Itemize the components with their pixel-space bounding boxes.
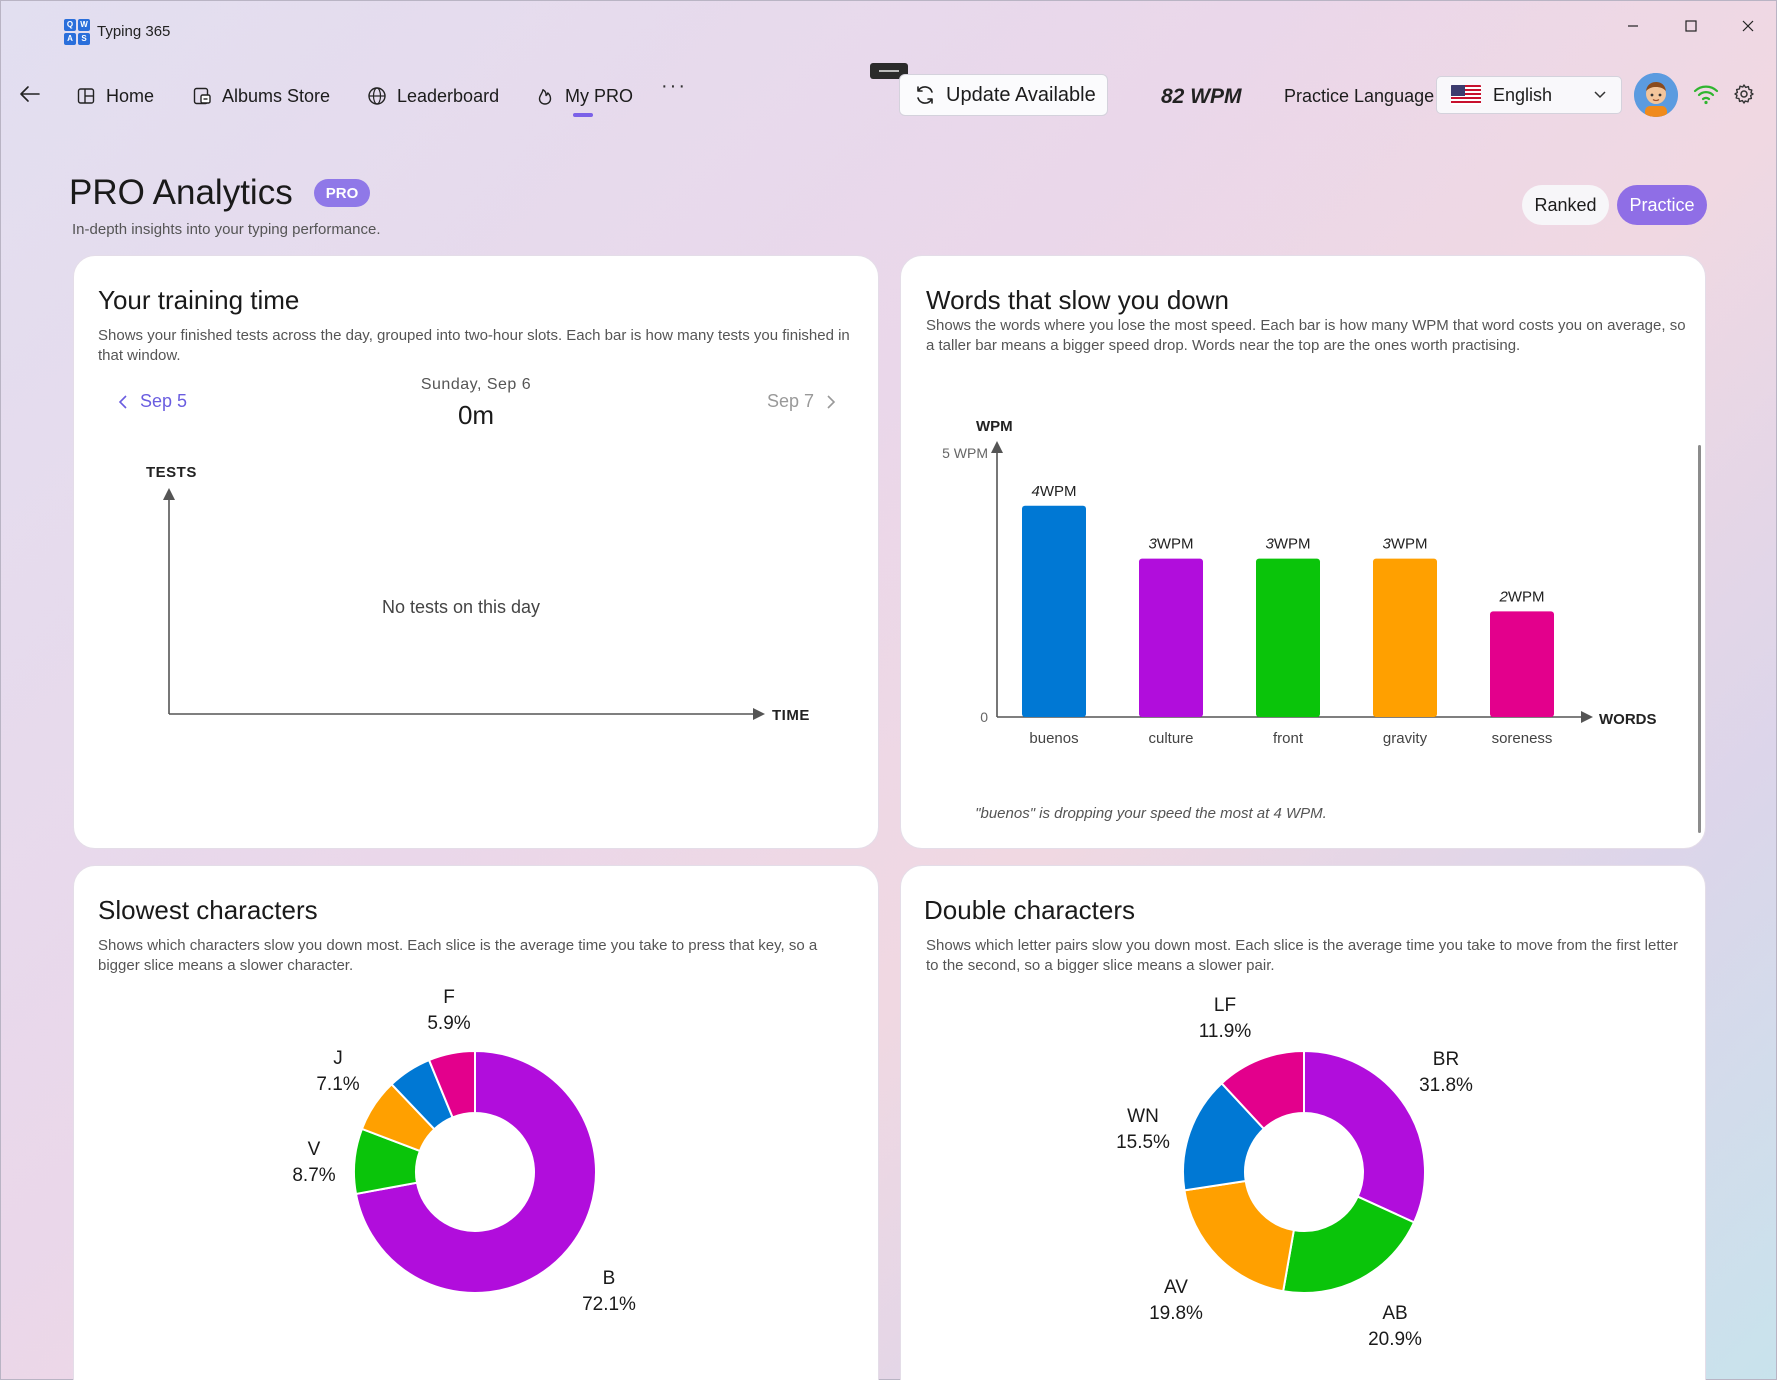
update-available-button[interactable]: Update Available (899, 74, 1108, 116)
training-y-label: TESTS (146, 464, 197, 481)
nav-my-pro-label: My PRO (565, 85, 634, 106)
maximize-button[interactable] (1671, 11, 1711, 41)
app-logo-icon: Q W A S (64, 19, 90, 45)
double-characters-title: Double characters (924, 895, 1135, 925)
nav-active-indicator (573, 113, 593, 117)
albums-icon (193, 87, 211, 105)
wifi-icon[interactable] (1693, 83, 1719, 105)
training-time-value: 0m (457, 400, 495, 430)
training-time-card (73, 255, 879, 849)
training-x-label: TIME (772, 707, 810, 724)
next-day-label: Sep 7 (767, 391, 815, 411)
training-time-description: Shows your finished tests across the day… (98, 327, 850, 364)
nav-leaderboard[interactable]: Leaderboard (367, 79, 499, 113)
page-subtitle: In-depth insights into your typing perfo… (72, 221, 381, 238)
nav-home-label: Home (106, 85, 155, 106)
logo-letter: W (78, 19, 90, 31)
globe-icon (368, 87, 386, 105)
app-title: Typing 365 (97, 23, 171, 40)
logo-letter: Q (64, 19, 76, 31)
practice-language-label: Practice Language (1284, 86, 1435, 106)
previous-day-label: Sep 5 (140, 391, 188, 411)
back-button[interactable] (13, 77, 47, 111)
wpm-display: 82 WPM (1161, 85, 1242, 108)
close-icon (1742, 20, 1754, 32)
nav-albums-label: Albums Store (222, 85, 331, 106)
nav-leaderboard-label: Leaderboard (397, 85, 500, 106)
nav-bar: Home Albums Store Leaderboard My PRO ··· (1, 67, 1776, 127)
title-bar: Q W A S Typing 365 (1, 1, 1776, 57)
home-icon (77, 88, 95, 104)
slowest-characters-title: Slowest characters (98, 895, 318, 925)
minimize-icon (1628, 25, 1638, 27)
chevron-right-icon (827, 394, 836, 409)
nav-my-pro[interactable]: My PRO (535, 79, 633, 113)
close-button[interactable] (1728, 11, 1768, 41)
logo-letter: A (64, 33, 76, 45)
maximize-icon (1685, 20, 1697, 32)
drag-handle[interactable] (870, 63, 908, 79)
user-avatar-icon (1634, 73, 1678, 117)
avatar[interactable] (1634, 73, 1678, 117)
us-flag-icon (1451, 85, 1481, 105)
ranked-toggle[interactable]: Ranked (1522, 185, 1609, 225)
slow-words-description: Shows the words where you lose the most … (926, 317, 1686, 354)
flame-icon (538, 89, 552, 105)
update-label: Update Available (946, 83, 1096, 106)
previous-day-button[interactable]: Sep 5 (118, 391, 187, 412)
chevron-down-icon (1594, 91, 1606, 99)
slow-words-insight: "buenos" is dropping your speed the most… (975, 805, 1327, 822)
gear-icon[interactable] (1733, 83, 1755, 105)
arrow-left-icon (20, 86, 40, 102)
training-time-title: Your training time (98, 285, 300, 315)
empty-state-message: No tests on this day (381, 597, 541, 617)
slowest-characters-description: Shows which characters slow you down mos… (98, 937, 818, 974)
language-value: English (1493, 84, 1553, 105)
more-button[interactable]: ··· (661, 75, 687, 97)
refresh-icon (917, 86, 933, 104)
pro-badge: PRO (314, 179, 370, 207)
slow-words-title: Words that slow you down (926, 285, 1229, 315)
language-dropdown[interactable]: English (1436, 76, 1622, 114)
nav-albums-store[interactable]: Albums Store (192, 79, 330, 113)
next-day-button[interactable]: Sep 7 (767, 391, 836, 412)
double-characters-description: Shows which letter pairs slow you down m… (926, 937, 1678, 974)
minimize-button[interactable] (1613, 11, 1653, 41)
logo-letter: S (78, 33, 90, 45)
nav-home[interactable]: Home (76, 79, 154, 113)
page-title: PRO Analytics (69, 173, 293, 212)
chevron-left-icon (118, 394, 127, 409)
current-date-label: Sunday, Sep 6 (420, 376, 532, 393)
card-scrollbar[interactable] (1698, 445, 1701, 833)
practice-toggle[interactable]: Practice (1617, 185, 1707, 225)
